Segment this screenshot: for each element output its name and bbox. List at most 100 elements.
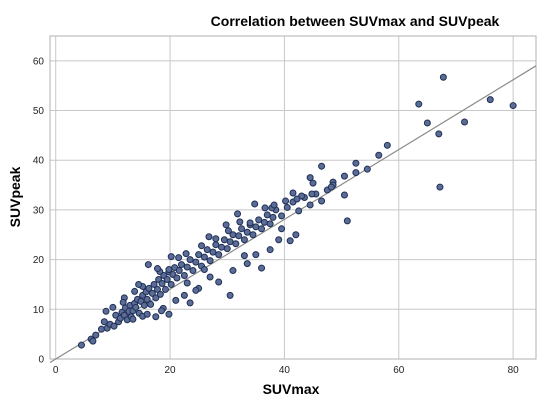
data-point (258, 225, 266, 233)
data-point (206, 273, 214, 281)
data-point (135, 280, 143, 288)
data-point (147, 300, 155, 308)
data-point (209, 248, 217, 256)
data-point (223, 245, 231, 253)
data-point (423, 119, 431, 127)
data-point (156, 290, 164, 298)
data-point (215, 278, 223, 286)
y-tick-label: 0 (38, 355, 44, 366)
plot-frame (49, 35, 537, 360)
data-point (286, 237, 294, 245)
data-point (203, 246, 211, 254)
data-point (292, 231, 300, 239)
data-point (182, 250, 190, 258)
data-point (308, 190, 316, 198)
data-point (309, 179, 317, 187)
data-point (200, 253, 208, 261)
points-layer (77, 73, 517, 349)
chart-title: Correlation between SUVmax and SUVpeak (211, 13, 500, 29)
y-tick-label: 60 (33, 56, 45, 67)
y-axis-title: SUVpeak (7, 166, 23, 227)
data-point (243, 260, 251, 268)
data-point (252, 223, 260, 231)
data-point (77, 341, 85, 349)
data-point (195, 251, 203, 259)
x-tick-label: 40 (279, 365, 291, 376)
data-point (102, 307, 110, 315)
data-point (152, 294, 160, 302)
data-point (97, 325, 105, 333)
data-point (192, 258, 200, 266)
data-point (226, 238, 234, 246)
data-point (158, 279, 166, 287)
data-point (175, 267, 183, 275)
data-point (222, 221, 230, 229)
data-point (352, 169, 360, 177)
data-point (140, 301, 148, 309)
data-point (278, 225, 286, 233)
data-point (161, 285, 169, 293)
data-point (206, 257, 214, 265)
data-point (240, 252, 248, 260)
data-point (186, 299, 194, 307)
data-point (306, 201, 314, 209)
data-point (275, 236, 283, 244)
data-point (251, 200, 259, 208)
data-point (212, 241, 220, 249)
data-point (212, 235, 220, 243)
data-point (318, 162, 326, 170)
x-axis-title: SUVmax (263, 381, 320, 397)
data-point (383, 141, 391, 149)
data-point (157, 307, 165, 315)
data-point (269, 213, 277, 221)
x-tick-label: 60 (393, 365, 405, 376)
data-point (340, 172, 348, 180)
data-point (283, 203, 291, 211)
data-point (110, 322, 118, 330)
data-point (218, 243, 226, 251)
data-point (143, 310, 151, 318)
data-point (263, 211, 271, 219)
data-point (439, 73, 447, 81)
data-point (131, 287, 139, 295)
data-point (220, 236, 228, 244)
data-point (486, 96, 494, 104)
data-point (183, 279, 191, 287)
data-point (343, 217, 351, 225)
data-point (266, 246, 274, 254)
data-point (327, 183, 335, 191)
data-point (89, 337, 97, 345)
data-point (180, 272, 188, 280)
y-tick-label: 20 (33, 255, 45, 266)
data-point (224, 227, 232, 235)
data-point (183, 263, 191, 271)
data-point (165, 310, 173, 318)
data-point (235, 232, 243, 240)
data-point (232, 240, 240, 248)
data-point (165, 266, 173, 274)
data-point (270, 201, 278, 209)
data-point (266, 220, 274, 228)
data-point (352, 159, 360, 167)
data-point (150, 280, 158, 288)
data-point (92, 331, 100, 339)
data-point (198, 242, 206, 250)
y-tick-label: 10 (33, 305, 45, 316)
data-point (260, 218, 268, 226)
data-point (109, 303, 117, 311)
data-point (173, 274, 181, 282)
data-point (236, 218, 244, 226)
data-point (192, 286, 200, 294)
data-point (246, 219, 254, 227)
data-point (186, 256, 194, 264)
data-point (289, 189, 297, 197)
data-point (252, 251, 260, 259)
data-point (261, 204, 269, 212)
data-point (229, 267, 237, 275)
x-tick-label: 80 (508, 365, 520, 376)
data-point (295, 207, 303, 215)
data-point (215, 251, 223, 259)
data-point (175, 254, 183, 262)
data-point (238, 225, 246, 233)
